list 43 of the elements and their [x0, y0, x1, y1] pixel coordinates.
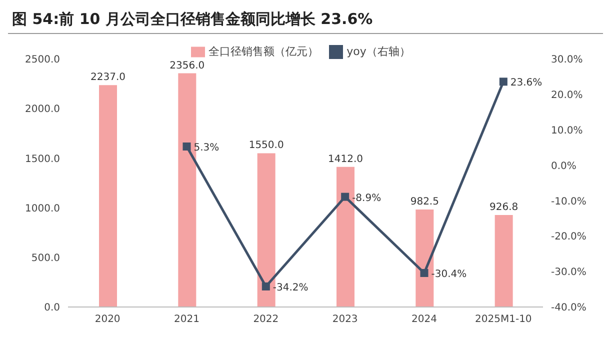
y-tick-label: 0.0: [44, 302, 60, 314]
data-label: 1412.0: [328, 154, 363, 165]
bar: [336, 166, 354, 307]
legend-label: yoy（右轴）: [346, 45, 410, 58]
data-label: -8.9%: [352, 192, 382, 204]
x-tick-label: 2021: [174, 314, 200, 326]
y-tick-label: 500.0: [31, 252, 60, 264]
x-tick-label: 2020: [94, 314, 120, 326]
data-label: 926.8: [490, 202, 518, 214]
y2-tick-label: 0.0%: [551, 160, 576, 172]
x-tick-label: 2024: [412, 314, 437, 326]
y-tick-label: 2000.0: [25, 104, 60, 116]
point: [262, 282, 270, 290]
y2-tick-label: -20.0%: [551, 232, 586, 243]
y-tick-label: 1000.0: [25, 203, 60, 214]
legend-label: 全口径销售额（亿元）: [208, 45, 319, 58]
y-tick-label: 2500.0: [25, 54, 60, 66]
data-label: 982.5: [410, 196, 439, 208]
chart-title: 图 54:前 10 月公司全口径销售金额同比增长 23.6%: [8, 8, 603, 34]
data-label: 23.6%: [510, 78, 542, 89]
data-label: 5.3%: [194, 142, 220, 154]
y2-tick-label: 20.0%: [551, 90, 583, 101]
data-label: -30.4%: [431, 268, 467, 280]
y2-tick-label: 30.0%: [551, 54, 583, 66]
bar: [99, 85, 117, 307]
data-label: 2356.0: [170, 60, 205, 72]
y2-tick-label: -30.0%: [551, 267, 586, 278]
y2-tick-label: -10.0%: [551, 196, 586, 208]
data-label: -34.2%: [272, 282, 308, 294]
point: [499, 78, 508, 86]
x-tick-label: 2025M1-10: [475, 314, 532, 326]
data-label: 2237.0: [90, 72, 126, 84]
x-tick-label: 2023: [332, 314, 358, 326]
bar: [494, 215, 513, 307]
point: [341, 192, 350, 201]
data-label: 1550.0: [248, 140, 284, 152]
y2-tick-label: 10.0%: [551, 125, 583, 136]
bar: [178, 73, 196, 307]
point: [182, 142, 191, 151]
y-tick-label: 1500.0: [25, 154, 60, 165]
y2-tick-label: -40.0%: [551, 302, 586, 314]
x-tick-label: 2022: [253, 314, 279, 326]
point: [420, 268, 428, 277]
